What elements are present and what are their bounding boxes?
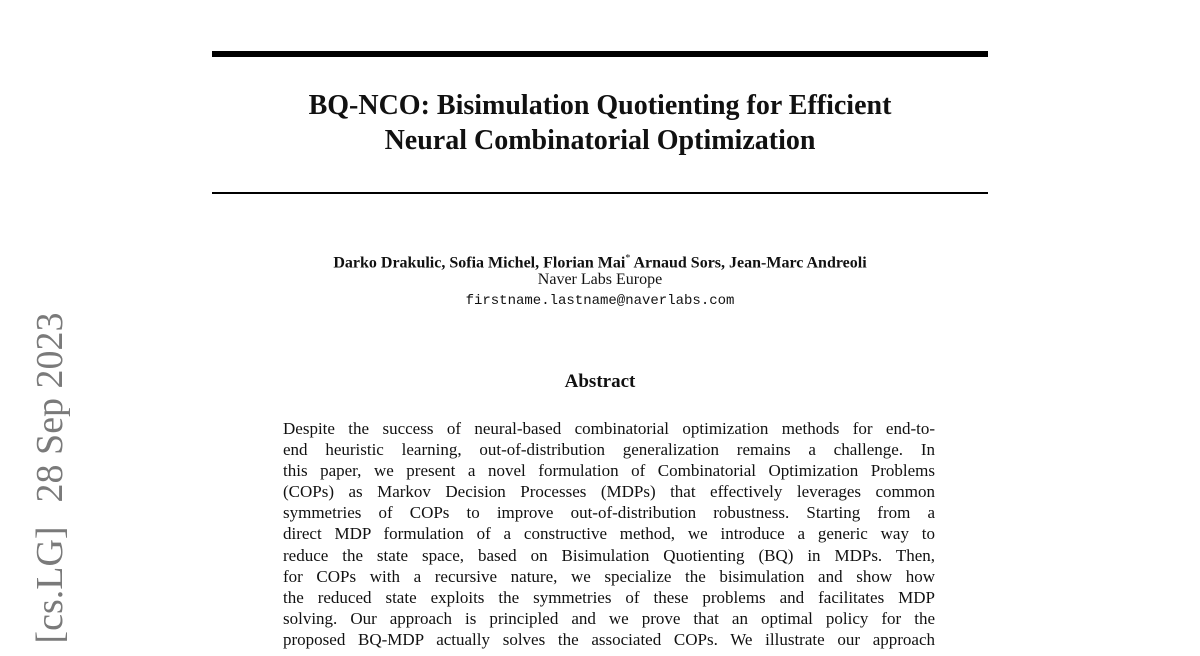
abstract-line: direct MDP formulation of a constructive…: [283, 524, 935, 544]
abstract-heading: Abstract: [564, 371, 636, 392]
abstract-line: Despite the success of neural-based comb…: [283, 419, 935, 438]
arxiv-date: 28 Sep 2023: [29, 312, 71, 503]
author-list: Darko Drakulic, Sofia Michel, Florian Ma…: [212, 249, 988, 273]
authors-text: Arnaud Sors, Jean-Marc Andreoli: [630, 254, 867, 272]
arxiv-category: [cs.LG]: [29, 526, 71, 644]
title-line: BQ-NCO: Bisimulation Quotienting for Eff…: [308, 90, 892, 121]
abstract-body: Despite the success of neural-based comb…: [283, 418, 935, 650]
abstract-line: symmetries of COPs to improve out-of-dis…: [283, 503, 935, 523]
abstract-line: solving. Our approach is principled and …: [283, 608, 935, 628]
arxiv-stamp: [cs.LG] 28 Sep 2023: [28, 300, 72, 655]
abstract-line: (COPs) as Markov Decision Processes (MDP…: [283, 482, 935, 502]
authors-text: Darko Drakulic, Sofia Michel, Florian Ma…: [333, 254, 626, 272]
title-rule: [212, 192, 988, 194]
abstract-line: this paper, we present a novel formulati…: [283, 461, 935, 481]
affiliation: Naver Labs Europe: [537, 271, 663, 288]
abstract-line: for COPs with a recursive nature, we spe…: [283, 566, 935, 586]
paper-title: BQ-NCO: Bisimulation Quotienting for Eff…: [212, 88, 988, 158]
email: firstname.lastname@naverlabs.com: [465, 293, 735, 309]
top-rule: [212, 51, 988, 57]
abstract-line: the reduced state exploits the symmetrie…: [283, 587, 935, 607]
abstract-line: proposed BQ-MDP actually solves the asso…: [283, 629, 935, 649]
title-line: Neural Combinatorial Optimization: [384, 125, 816, 156]
abstract-line: end heuristic learning, out-of-distribut…: [283, 440, 935, 460]
footnote-mark: *: [625, 253, 631, 264]
abstract-line: reduce the state space, based on Bisimul…: [283, 545, 935, 565]
